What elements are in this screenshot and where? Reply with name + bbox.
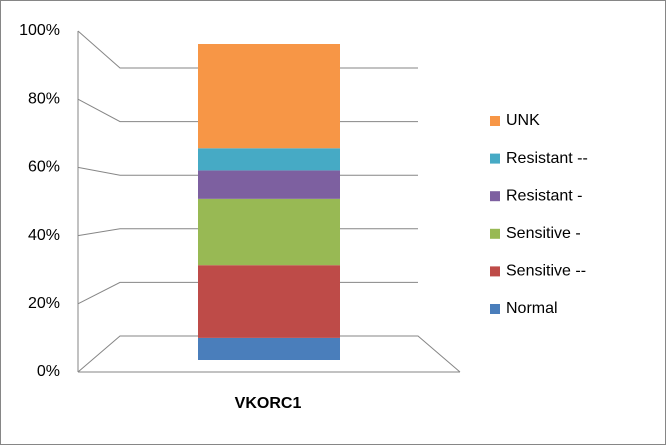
y-tick-label: 60% [28, 159, 60, 176]
y-tick-label: 40% [28, 227, 60, 244]
legend-swatch [490, 266, 500, 277]
legend-swatch [490, 153, 500, 164]
x-tick-label: VKORC1 [235, 395, 302, 412]
bar-segment [198, 148, 340, 171]
y-tick-label: 20% [28, 295, 60, 312]
legend-label: Sensitive - [506, 225, 581, 242]
y-tick-label: 80% [28, 90, 60, 107]
legend-swatch [490, 116, 500, 126]
y-tick-label: 0% [37, 363, 60, 380]
bar-segment [198, 265, 340, 338]
legend-label: UNK [506, 112, 540, 129]
bar-segment [198, 170, 340, 199]
bar-segment [198, 337, 340, 360]
legend-swatch [490, 304, 500, 314]
legend-label: Sensitive -- [506, 263, 586, 280]
legend-swatch [490, 191, 500, 202]
legend-label: Resistant -- [506, 150, 588, 167]
bar-segment [198, 44, 340, 149]
legend-label: Resistant - [506, 187, 582, 204]
bar-segment [198, 198, 340, 266]
y-tick-label: 100% [19, 22, 60, 39]
legend-label: Normal [506, 300, 558, 317]
legend-swatch [490, 228, 500, 239]
